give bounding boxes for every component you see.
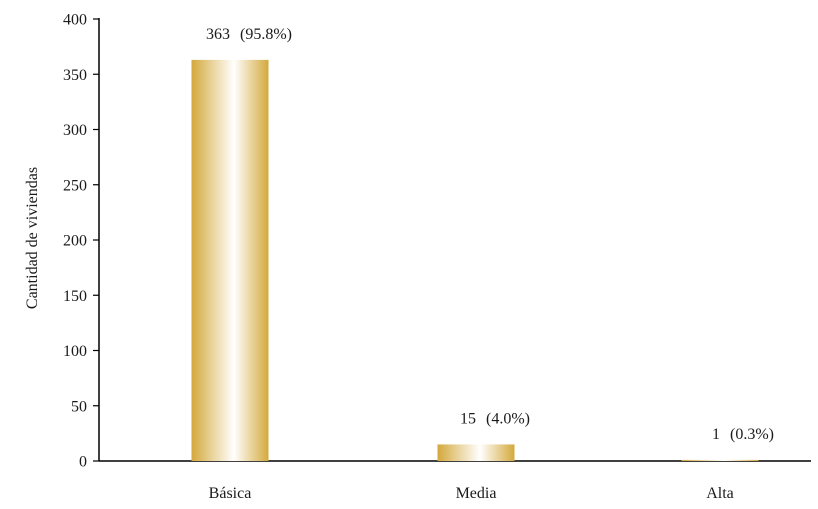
y-tick-label: 350 [63,67,87,84]
y-tick-label: 100 [63,343,87,360]
y-tick-label: 50 [71,398,87,415]
bar-alta [681,459,759,461]
percent-label: (4.0%) [486,410,530,427]
x-category-label: Alta [706,485,734,502]
x-category-label: Básica [209,485,252,502]
bars [191,59,759,461]
percent-label: (0.3%) [730,426,774,443]
y-tick-label: 250 [63,177,87,194]
y-tick-label: 150 [63,288,87,305]
y-tick-label: 200 [63,233,87,250]
x-category-label: Media [456,485,497,502]
bar-bsica [191,59,269,461]
y-tick-label: 0 [79,454,87,471]
value-label: 363 [206,26,230,43]
x-axis: Básica Media Alta [99,460,811,502]
y-axis: 0 50 100 150 200 250 300 350 400 [63,12,100,471]
percent-label: (95.8%) [240,26,292,43]
value-label: 1 [712,426,720,443]
bar-media [437,444,515,461]
y-tick-label: 400 [63,12,87,29]
y-tick-label: 300 [63,122,87,139]
y-axis-title: Cantidad de viviendas [24,167,41,309]
data-labels: 363 (95.8%) 15 (4.0%) 1 (0.3%) [206,26,774,443]
value-label: 15 [460,410,476,427]
